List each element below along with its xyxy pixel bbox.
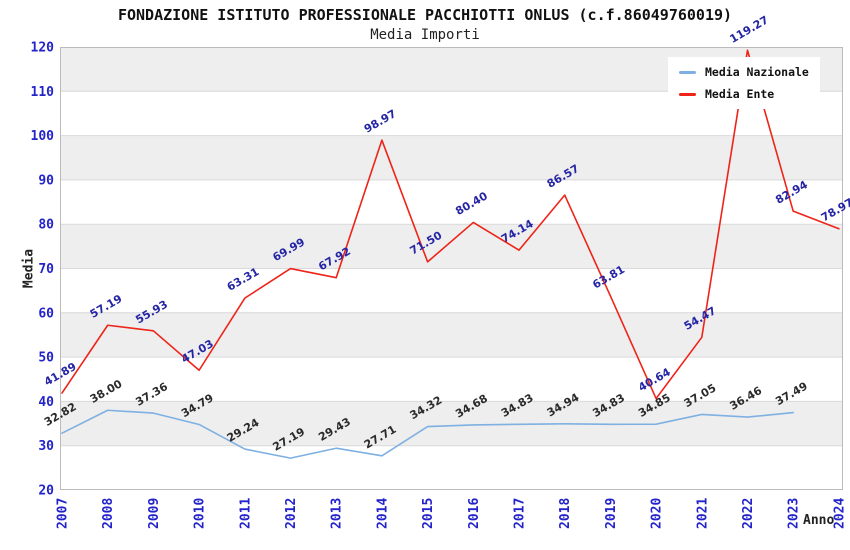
legend-line-swatch-nazionale bbox=[679, 70, 696, 74]
x-tick-label: 2021 bbox=[695, 498, 710, 529]
chart-title: FONDAZIONE ISTITUTO PROFESSIONALE PACCHI… bbox=[117, 6, 733, 24]
y-tick-label: 120 bbox=[31, 41, 55, 56]
data-label-1: 119.27 bbox=[728, 13, 771, 45]
grid-band bbox=[60, 312, 843, 358]
x-tick-label: 2012 bbox=[284, 498, 299, 529]
y-tick-label: 110 bbox=[31, 85, 55, 100]
x-tick-label: 2017 bbox=[513, 498, 528, 529]
x-axis-title: Anno bbox=[803, 513, 835, 528]
y-tick-label: 30 bbox=[38, 439, 54, 454]
x-tick-label: 2016 bbox=[467, 498, 482, 529]
x-tick-label: 2022 bbox=[741, 498, 756, 529]
plot-border bbox=[60, 47, 843, 490]
x-tick-label: 2014 bbox=[375, 498, 390, 529]
series-line-0 bbox=[61, 409, 795, 459]
y-tick-label: 100 bbox=[31, 129, 55, 144]
y-tick-label: 80 bbox=[38, 218, 54, 233]
y-tick-label: 90 bbox=[38, 173, 54, 188]
x-tick-label: 2008 bbox=[101, 498, 116, 529]
x-tick-label: 2011 bbox=[238, 498, 253, 529]
y-tick-label: 60 bbox=[38, 306, 54, 321]
x-tick-label: 2015 bbox=[421, 498, 436, 529]
legend-item-media-nazionale: Media Nazionale bbox=[679, 65, 809, 79]
x-tick-label: 2024 bbox=[832, 498, 847, 529]
grid-band bbox=[60, 135, 843, 180]
legend-label-media-nazionale: Media Nazionale bbox=[705, 65, 809, 79]
legend: Media Nazionale Media Ente bbox=[668, 57, 820, 109]
y-tick-label: 40 bbox=[38, 395, 54, 410]
y-tick-label: 70 bbox=[38, 262, 54, 277]
grid-band bbox=[60, 401, 843, 446]
y-tick-label: 20 bbox=[38, 484, 54, 499]
x-tick-label: 2009 bbox=[147, 498, 162, 529]
x-tick-label: 2019 bbox=[604, 498, 619, 529]
x-tick-label: 2020 bbox=[650, 498, 665, 529]
legend-line-swatch-ente bbox=[679, 92, 696, 96]
y-tick-label: 50 bbox=[38, 351, 54, 366]
legend-label-media-ente: Media Ente bbox=[705, 87, 775, 101]
series-line-1 bbox=[61, 49, 840, 400]
x-tick-label: 2013 bbox=[330, 498, 345, 529]
x-tick-label: 2023 bbox=[787, 498, 802, 529]
x-tick-label: 2018 bbox=[558, 498, 573, 529]
chart-subtitle: Media Importi bbox=[370, 27, 480, 43]
grid-band bbox=[60, 224, 843, 269]
legend-item-media-ente: Media Ente bbox=[679, 87, 809, 101]
x-tick-label: 2010 bbox=[193, 498, 208, 529]
y-axis-title: Media bbox=[21, 248, 37, 289]
x-tick-label: 2007 bbox=[56, 498, 71, 529]
